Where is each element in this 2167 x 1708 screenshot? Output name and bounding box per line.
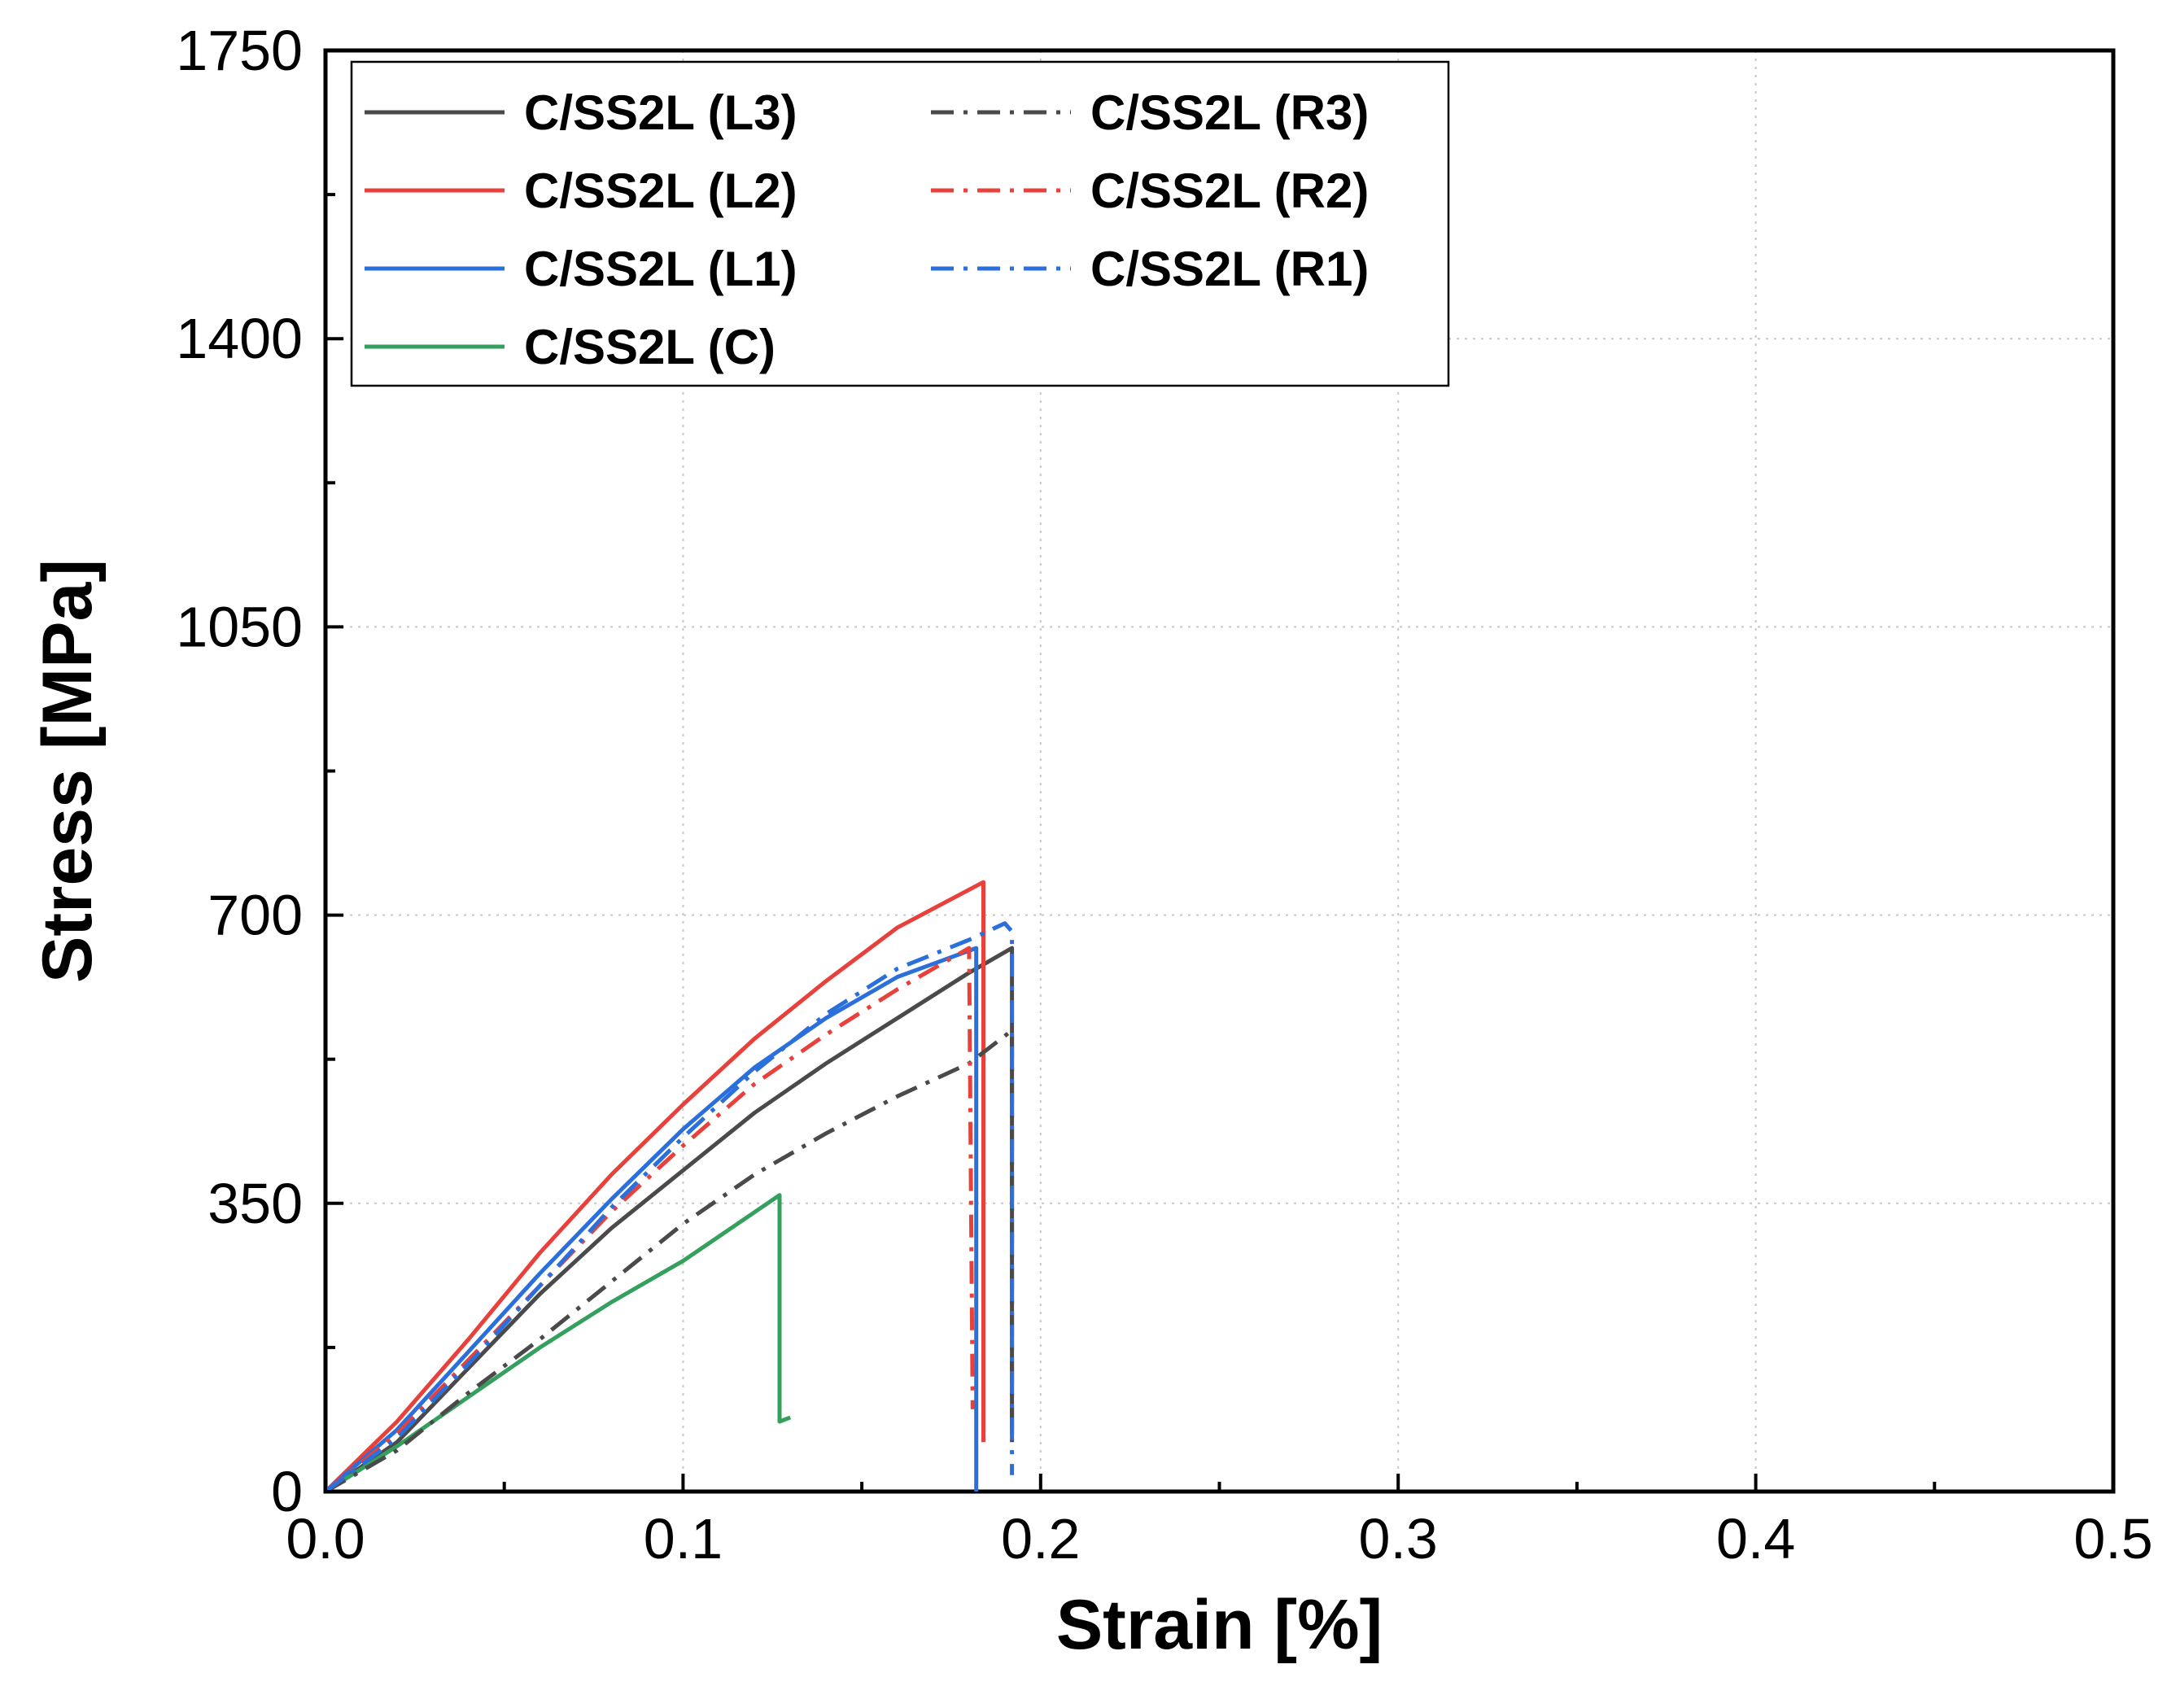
- legend-label-right-3: C/SS2L (R1): [1090, 242, 1369, 296]
- legend-box: [350, 60, 1450, 387]
- tick-labels: 0.0 0.1 0.2 0.3 0.4 0.5 0 350 700 1050 1400 1750: [176, 19, 2152, 1570]
- x-tick-label: 0.2: [1001, 1507, 1080, 1570]
- legend: C/SS2L (L3) C/SS2L (L2) C/SS2L (L1) C/SS2L …: [350, 60, 1450, 387]
- legend-label-right-1: C/SS2L (R3): [1090, 85, 1369, 140]
- series-line-5: [324, 1028, 1015, 1494]
- series-line-7: [324, 921, 1015, 1494]
- x-tick-label: 0.4: [1716, 1507, 1795, 1570]
- series-line-3: [324, 946, 979, 1493]
- x-tick-label: 0.0: [286, 1507, 365, 1570]
- legend-label-left-3: C/SS2L (L1): [524, 242, 797, 296]
- legend-label-left-4: C/SS2L (C): [524, 320, 775, 374]
- y-tick-label: 1050: [176, 595, 303, 658]
- legend-label-left-1: C/SS2L (L3): [524, 85, 797, 140]
- legend-label-left-2: C/SS2L (L2): [524, 164, 797, 218]
- grid-lines: [325, 50, 2113, 1492]
- legend-label-right-2: C/SS2L (R2): [1090, 164, 1369, 218]
- series-layer: [324, 880, 1015, 1494]
- y-tick-label: 700: [208, 884, 303, 947]
- series-line-2: [324, 880, 985, 1493]
- y-axis-title: Stress [MPa]: [28, 559, 107, 983]
- y-tick-label: 1750: [176, 19, 303, 82]
- x-tick-label: 0.1: [644, 1507, 723, 1570]
- x-axis-title: Strain [%]: [1056, 1586, 1383, 1664]
- series-line-1: [324, 946, 1015, 1494]
- y-tick-label: 350: [208, 1172, 303, 1235]
- axis-ticks: [324, 49, 2115, 1493]
- x-tick-label: 0.5: [2073, 1507, 2152, 1570]
- x-tick-label: 0.3: [1359, 1507, 1438, 1570]
- y-tick-label: 0: [271, 1460, 303, 1523]
- series-line-4: [324, 1193, 792, 1494]
- series-line-6: [324, 946, 975, 1493]
- y-tick-label: 1400: [176, 307, 303, 370]
